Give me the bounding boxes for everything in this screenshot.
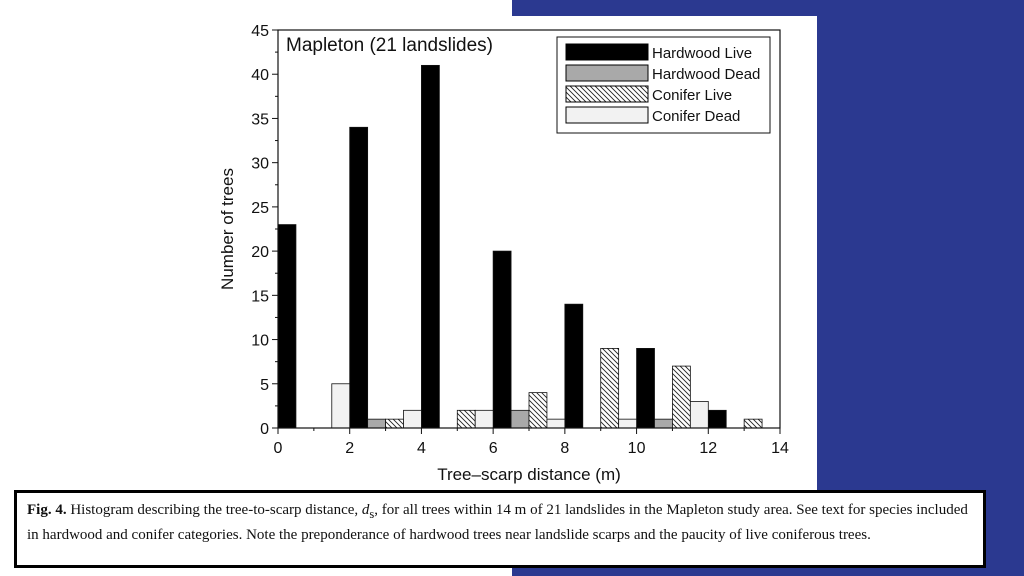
bar-conifer-dead-bin-10 [689,401,709,429]
bar-hardwood-live-bin-6 [492,250,512,429]
bar-conifer-live-bin-12 [743,418,763,429]
bar-conifer-live-bin-10 [672,365,691,429]
bar-conifer-dead-bin-0 [331,383,351,429]
y-tick-label: 10 [251,333,269,350]
y-tick-label: 15 [251,288,269,305]
caption-symbol: d [361,502,370,518]
caption-text-before: Histogram describing the tree-to-scarp d… [66,502,362,518]
y-tick-label: 5 [260,377,269,394]
x-tick-label: 10 [628,440,646,457]
legend: Hardwood Live Hardwood Dead Conifer Live… [556,36,771,134]
bar-hardwood-live-bin-12 [707,409,727,429]
plot-frame [277,29,781,429]
bar-hardwood-dead-bin-10 [654,418,673,429]
x-tick-label: 2 [345,440,354,457]
bar-hardwood-dead-bin-6 [510,409,530,429]
bar-conifer-live-bin-6 [528,392,548,429]
legend-label-conifer-live: Conifer Live [652,87,732,104]
y-tick-label: 0 [260,421,269,438]
x-tick-label: 0 [274,440,283,457]
bar-hardwood-live-bin-2 [349,126,369,429]
legend-swatch-conifer-live [565,85,649,103]
caption-subscript: s [369,507,375,521]
bar-conifer-dead-bin-4 [474,409,494,429]
bar-hardwood-live-bin-10 [636,347,655,429]
y-tick-label: 25 [251,200,269,217]
bar-conifer-dead-bin-8 [618,418,637,429]
x-tick-label: 4 [417,440,426,457]
bar-hardwood-dead-bin-2 [367,418,386,429]
y-tick-label: 45 [251,23,269,40]
chart-title: Mapleton (21 landslides) [286,35,493,56]
legend-swatch-hardwood-live [565,43,649,61]
caption-label: Fig. 4. [27,502,67,518]
bar-conifer-live-bin-4 [456,409,476,429]
legend-label-conifer-dead: Conifer Dead [652,108,740,125]
legend-swatch-conifer-dead [565,106,649,124]
y-tick-label: 35 [251,111,269,128]
x-tick-label: 8 [560,440,569,457]
chart-figure: 0 5 10 15 20 25 30 35 40 45 0 2 4 6 8 10 12 14 Mapleton (… [190,16,817,490]
caption-text-after: , for all trees within 14 m of 21 landsl… [27,502,968,543]
y-tick-label: 40 [251,67,269,84]
x-tick-label: 12 [699,440,717,457]
bar-conifer-live-bin-2 [385,418,404,429]
bar-hardwood-live-bin-8 [564,303,584,429]
figure-caption: Fig. 4. Histogram describing the tree-to… [14,490,986,568]
x-tick-label: 6 [489,440,498,457]
chart-svg: 0 5 10 15 20 25 30 35 40 45 0 2 4 6 8 10 12 14 Mapleton (… [218,23,789,484]
bar-conifer-live-bin-8 [600,347,620,429]
legend-label-hardwood-live: Hardwood Live [652,45,752,62]
y-axis-label: Number of trees [218,168,237,290]
bar-hardwood-live-bin-4 [421,64,440,429]
bar-conifer-dead-bin-6 [546,418,566,429]
bar-conifer-dead-bin-2 [403,409,422,429]
bar-hardwood-live-bin-0 [277,224,297,429]
legend-swatch-hardwood-dead [565,64,649,82]
legend-label-hardwood-dead: Hardwood Dead [652,66,760,83]
x-tick-label: 14 [771,440,789,457]
x-axis-label: Tree–scarp distance (m) [437,465,621,484]
y-tick-label: 30 [251,156,269,173]
y-tick-label: 20 [251,244,269,261]
